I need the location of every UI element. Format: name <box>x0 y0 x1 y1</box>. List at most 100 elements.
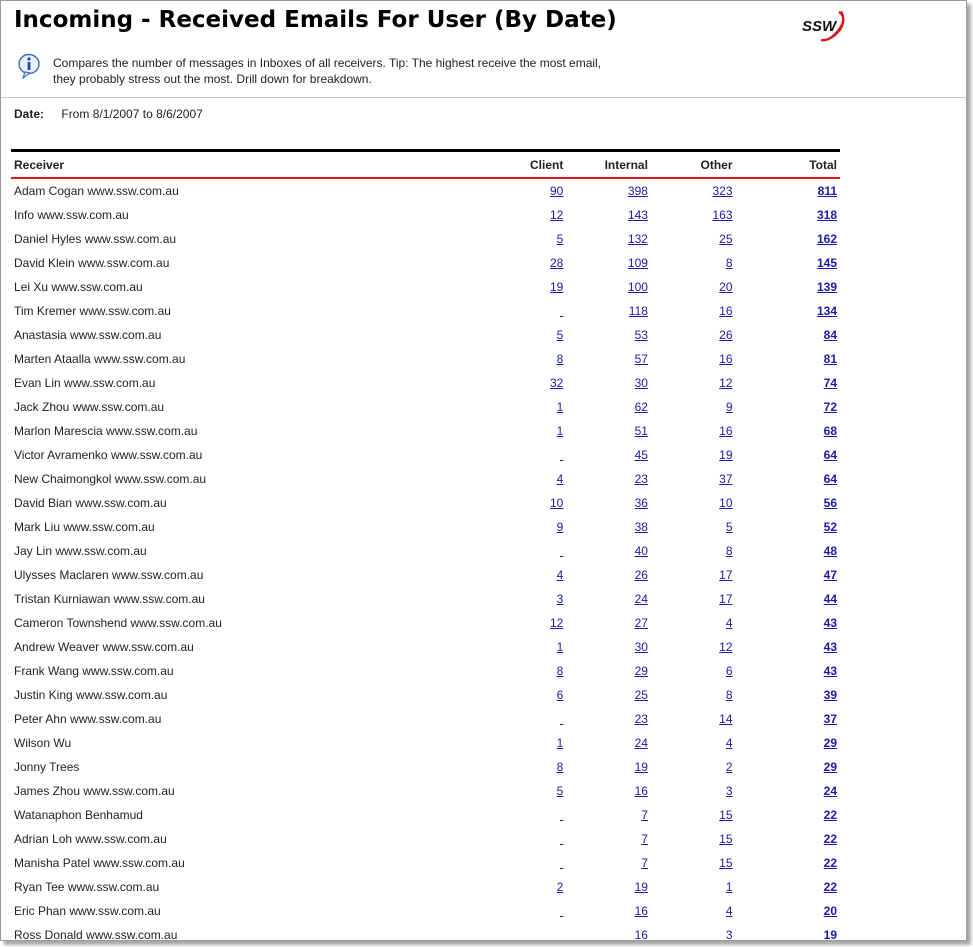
other-count-link[interactable]: 16 <box>719 304 733 318</box>
other-count-link[interactable]: 25 <box>719 232 733 246</box>
other-count-link[interactable]: 15 <box>719 808 733 822</box>
other-count-link[interactable]: 15 <box>719 856 733 870</box>
total-count-link[interactable]: 47 <box>823 568 837 582</box>
total-count-link[interactable]: 43 <box>823 664 837 678</box>
other-count-link[interactable]: 4 <box>725 616 733 630</box>
client-count-link[interactable]: 19 <box>549 280 564 294</box>
client-count-link[interactable]: 5 <box>556 784 564 798</box>
total-count-link[interactable]: 81 <box>823 352 837 366</box>
other-count-link[interactable]: 14 <box>719 712 733 726</box>
client-count-link[interactable]: 90 <box>549 184 564 198</box>
other-count-link[interactable]: 3 <box>725 784 733 798</box>
internal-count-link[interactable]: 16 <box>634 904 648 918</box>
internal-count-link[interactable]: 23 <box>634 712 648 726</box>
other-count-link[interactable]: 16 <box>719 352 733 366</box>
total-count-link[interactable]: 72 <box>823 400 837 414</box>
total-count-link[interactable]: 74 <box>823 376 837 390</box>
total-count-link[interactable]: 22 <box>823 880 837 894</box>
internal-count-link[interactable]: 38 <box>634 520 648 534</box>
client-count-link[interactable]: 4 <box>556 568 564 582</box>
internal-count-link[interactable]: 26 <box>634 568 648 582</box>
total-count-link[interactable]: 64 <box>823 448 837 462</box>
client-count-link[interactable]: 28 <box>549 256 564 270</box>
internal-count-link[interactable]: 25 <box>634 688 648 702</box>
internal-count-link[interactable]: 7 <box>641 808 648 822</box>
client-count-link[interactable]: 3 <box>556 592 564 606</box>
total-count-link[interactable]: 134 <box>816 304 837 318</box>
client-count-link[interactable]: 12 <box>549 616 564 630</box>
other-count-link[interactable]: 2 <box>725 760 733 774</box>
internal-count-link[interactable]: 23 <box>634 472 648 486</box>
internal-count-link[interactable]: 40 <box>634 544 648 558</box>
internal-count-link[interactable]: 19 <box>634 880 648 894</box>
total-count-link[interactable]: 84 <box>823 328 837 342</box>
total-count-link[interactable]: 139 <box>816 280 837 294</box>
internal-count-link[interactable]: 16 <box>634 784 648 798</box>
total-count-link[interactable]: 68 <box>823 424 837 438</box>
total-count-link[interactable]: 48 <box>823 544 837 558</box>
other-count-link[interactable]: 3 <box>725 928 733 941</box>
other-count-link[interactable]: 26 <box>719 328 733 342</box>
client-count-link[interactable]: 32 <box>549 376 564 390</box>
internal-count-link[interactable]: 16 <box>634 928 648 941</box>
client-count-link[interactable]: 12 <box>549 208 564 222</box>
internal-count-link[interactable]: 57 <box>634 352 648 366</box>
client-count-link[interactable]: 8 <box>556 664 564 678</box>
other-count-link[interactable]: 4 <box>725 904 733 918</box>
internal-count-link[interactable]: 51 <box>634 424 648 438</box>
other-count-link[interactable]: 17 <box>719 592 733 606</box>
total-count-link[interactable]: 22 <box>823 832 837 846</box>
other-count-link[interactable]: 15 <box>719 832 733 846</box>
other-count-link[interactable]: 19 <box>719 448 733 462</box>
other-count-link[interactable]: 163 <box>712 208 733 222</box>
other-count-link[interactable]: 8 <box>725 544 733 558</box>
internal-count-link[interactable]: 29 <box>634 664 648 678</box>
total-count-link[interactable]: 22 <box>823 808 837 822</box>
total-count-link[interactable]: 24 <box>823 784 837 798</box>
other-count-link[interactable]: 8 <box>725 688 733 702</box>
other-count-link[interactable]: 37 <box>719 472 733 486</box>
other-count-link[interactable]: 12 <box>719 376 733 390</box>
internal-count-link[interactable]: 30 <box>634 376 648 390</box>
client-count-link[interactable]: 5 <box>556 328 564 342</box>
total-count-link[interactable]: 39 <box>823 688 837 702</box>
other-count-link[interactable]: 1 <box>725 880 733 894</box>
total-count-link[interactable]: 37 <box>823 712 837 726</box>
total-count-link[interactable]: 811 <box>817 184 837 198</box>
other-count-link[interactable]: 20 <box>719 280 733 294</box>
total-count-link[interactable]: 43 <box>823 616 837 630</box>
internal-count-link[interactable]: 7 <box>641 856 648 870</box>
client-count-link[interactable]: 1 <box>556 736 564 750</box>
other-count-link[interactable]: 17 <box>719 568 733 582</box>
client-count-link[interactable]: 2 <box>556 880 564 894</box>
client-count-link[interactable]: 1 <box>556 400 564 414</box>
other-count-link[interactable]: 10 <box>719 496 733 510</box>
other-count-link[interactable]: 5 <box>725 520 733 534</box>
client-count-link[interactable]: 8 <box>556 352 564 366</box>
total-count-link[interactable]: 20 <box>823 904 837 918</box>
internal-count-link[interactable]: 30 <box>634 640 648 654</box>
client-count-link[interactable]: 8 <box>556 760 564 774</box>
internal-count-link[interactable]: 398 <box>627 184 648 198</box>
internal-count-link[interactable]: 27 <box>634 616 648 630</box>
internal-count-link[interactable]: 45 <box>634 448 648 462</box>
internal-count-link[interactable]: 100 <box>627 280 648 294</box>
client-count-link[interactable]: 10 <box>549 496 564 510</box>
internal-count-link[interactable]: 109 <box>627 256 648 270</box>
other-count-link[interactable]: 6 <box>725 664 733 678</box>
total-count-link[interactable]: 162 <box>816 232 837 246</box>
total-count-link[interactable]: 29 <box>823 760 837 774</box>
total-count-link[interactable]: 56 <box>823 496 837 510</box>
internal-count-link[interactable]: 19 <box>634 760 648 774</box>
total-count-link[interactable]: 318 <box>816 208 837 222</box>
total-count-link[interactable]: 145 <box>816 256 837 270</box>
total-count-link[interactable]: 29 <box>823 736 837 750</box>
internal-count-link[interactable]: 62 <box>634 400 648 414</box>
client-count-link[interactable]: 1 <box>556 424 564 438</box>
client-count-link[interactable]: 6 <box>556 688 564 702</box>
total-count-link[interactable]: 22 <box>823 856 837 870</box>
other-count-link[interactable]: 9 <box>725 400 733 414</box>
internal-count-link[interactable]: 118 <box>628 304 648 318</box>
total-count-link[interactable]: 52 <box>823 520 837 534</box>
internal-count-link[interactable]: 24 <box>634 736 648 750</box>
